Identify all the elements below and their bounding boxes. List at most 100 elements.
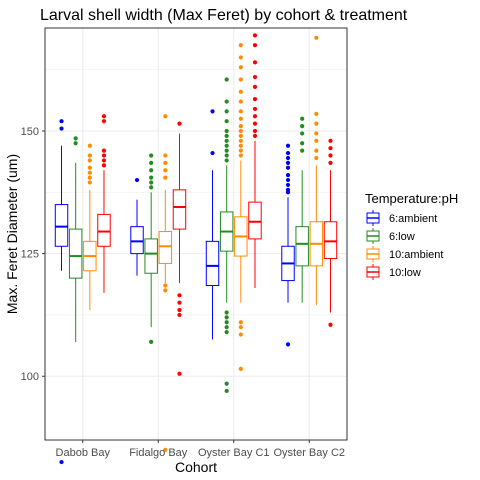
- box-10-low: [97, 114, 111, 293]
- outlier-point: [224, 153, 229, 158]
- outlier-point: [314, 155, 319, 161]
- box-iqr: [158, 231, 173, 264]
- outlier-point: [163, 283, 168, 288]
- outlier-point: [252, 84, 258, 89]
- outlier-point: [224, 138, 229, 143]
- box-10-ambient: [234, 43, 248, 371]
- legend-item: 6:low: [366, 228, 415, 244]
- outlier-point: [87, 170, 92, 175]
- outlier-point: [314, 111, 319, 116]
- outlier-point: [163, 447, 168, 452]
- outlier-point: [101, 148, 107, 153]
- outlier-point: [238, 43, 243, 48]
- outlier-point: [238, 133, 243, 139]
- outlier-point: [224, 381, 229, 386]
- outlier-point: [87, 175, 92, 180]
- box-6-low: [219, 77, 234, 394]
- x-axis-title: Cohort: [175, 459, 217, 475]
- outlier-point: [73, 136, 78, 141]
- x-tick-label: Fidalgo Bay: [129, 447, 188, 459]
- outlier-point: [238, 128, 243, 134]
- box-10-low: [248, 33, 262, 288]
- outlier-point: [224, 310, 229, 315]
- outlier-point: [285, 160, 291, 165]
- outlier-point: [224, 119, 229, 124]
- outlier-point: [238, 123, 243, 129]
- box-10-ambient: [158, 114, 173, 452]
- outlier-point: [210, 150, 215, 156]
- outlier-point: [224, 320, 229, 325]
- outlier-point: [224, 315, 229, 320]
- outlier-point: [177, 312, 182, 318]
- outlier-point: [87, 180, 92, 185]
- outlier-point: [149, 168, 154, 173]
- outlier-point: [328, 146, 333, 151]
- outlier-point: [101, 114, 107, 119]
- outlier-point: [238, 116, 243, 121]
- x-tick-label: Oyster Bay C2: [273, 447, 345, 459]
- outlier-point: [177, 300, 182, 305]
- outlier-point: [238, 143, 243, 148]
- box-10-ambient: [309, 35, 324, 306]
- legend-label: 10:low: [389, 267, 421, 279]
- outlier-point: [224, 388, 229, 394]
- outlier-point: [224, 143, 229, 148]
- outlier-point: [285, 173, 291, 178]
- outlier-point: [224, 109, 229, 114]
- y-axis-title: Max. Feret Diameter (um): [4, 154, 20, 314]
- outlier-point: [328, 160, 333, 165]
- outlier-point: [252, 74, 258, 80]
- outlier-point: [163, 114, 168, 119]
- outlier-point: [59, 119, 64, 124]
- outlier-point: [177, 121, 182, 126]
- y-tick-label: 100: [21, 371, 39, 383]
- box-10-low: [172, 121, 187, 376]
- outlier-point: [101, 163, 107, 168]
- outlier-point: [238, 55, 243, 60]
- outlier-point: [285, 150, 291, 156]
- outlier-point: [285, 155, 291, 161]
- outlier-point: [314, 35, 319, 40]
- outlier-point: [314, 121, 319, 126]
- outlier-point: [238, 332, 243, 337]
- outlier-point: [101, 119, 107, 124]
- outlier-point: [163, 175, 168, 180]
- outlier-point: [328, 153, 333, 158]
- box-iqr: [130, 226, 144, 255]
- box-6-ambient: [205, 109, 220, 340]
- box-groups: [54, 33, 338, 465]
- outlier-point: [252, 133, 258, 139]
- outlier-point: [149, 180, 154, 185]
- outlier-point: [314, 138, 319, 143]
- outlier-point: [149, 153, 154, 158]
- outlier-point: [238, 65, 243, 70]
- outlier-point: [177, 293, 182, 298]
- outlier-point: [252, 97, 258, 102]
- box-iqr: [144, 238, 158, 274]
- outlier-point: [163, 160, 168, 165]
- outlier-point: [149, 160, 154, 165]
- outlier-point: [149, 185, 154, 190]
- panel-border: [44, 27, 348, 441]
- outlier-point: [224, 99, 229, 104]
- outlier-point: [177, 307, 182, 313]
- box-6-ambient: [130, 177, 144, 276]
- outlier-point: [300, 141, 305, 146]
- outlier-point: [87, 153, 92, 158]
- outlier-point: [252, 43, 258, 48]
- outlier-point: [328, 138, 333, 143]
- outlier-point: [285, 190, 291, 195]
- outlier-point: [238, 99, 243, 104]
- outlier-point: [285, 165, 291, 170]
- outlier-point: [328, 322, 333, 327]
- x-tick-label: Dabob Bay: [56, 447, 111, 459]
- outlier-point: [238, 77, 243, 82]
- outlier-point: [224, 148, 229, 153]
- box-iqr: [205, 240, 220, 287]
- box-iqr: [97, 213, 111, 247]
- outlier-point: [300, 131, 305, 136]
- box-6-ambient: [54, 119, 69, 465]
- box-10-low: [323, 138, 338, 327]
- outlier-point: [252, 128, 258, 134]
- outlier-point: [224, 329, 229, 335]
